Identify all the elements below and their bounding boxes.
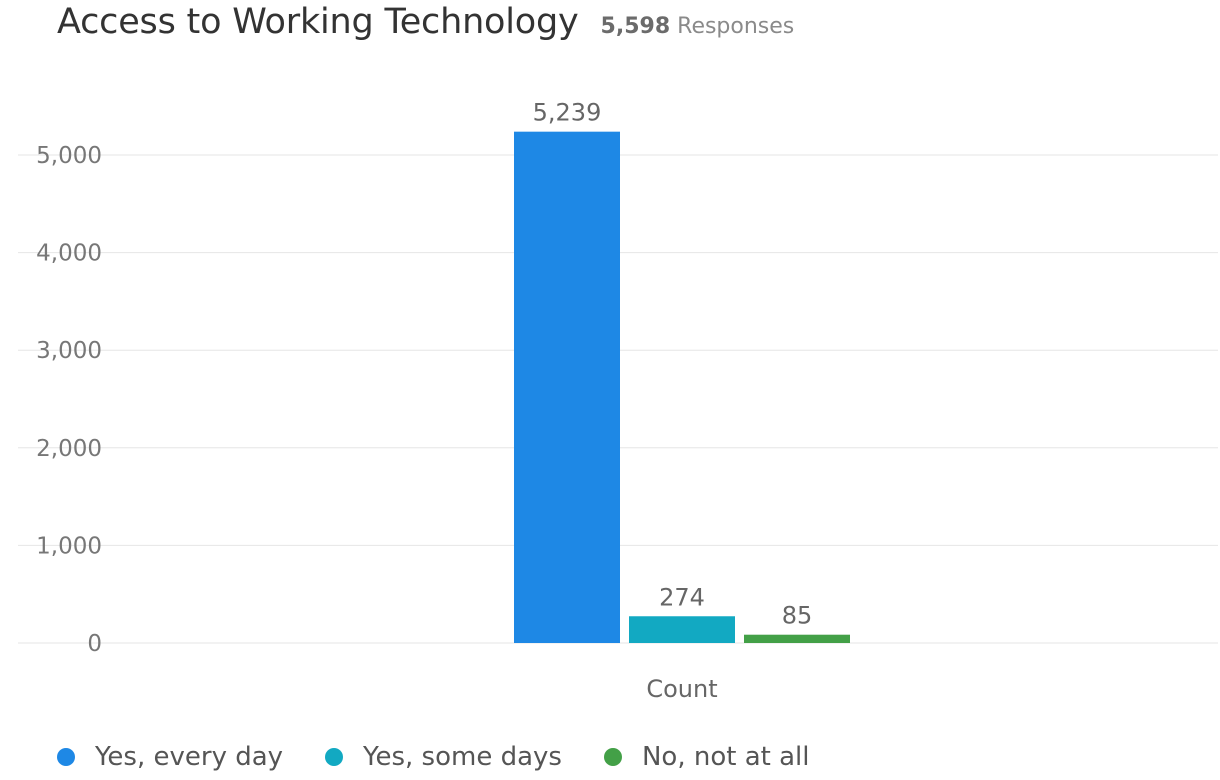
legend-item[interactable]: Yes, every day [57, 742, 283, 772]
y-tick-label: 5,000 [36, 143, 102, 169]
legend-item[interactable]: Yes, some days [325, 742, 562, 772]
legend-label: No, not at all [641, 742, 810, 772]
response-label: Responses [677, 14, 795, 39]
bar-value-label: 5,239 [533, 99, 602, 127]
legend-dot-icon [603, 748, 622, 766]
y-tick-label: 0 [87, 631, 102, 657]
y-tick-label: 4,000 [36, 241, 102, 267]
legend-dot-icon [57, 748, 75, 766]
chart-title: Access to Working Technology [57, 2, 579, 42]
legend-item[interactable]: No, not at all [603, 742, 810, 772]
x-category-label: Count [646, 675, 717, 703]
legend-dot-icon [325, 748, 344, 766]
y-tick-label: 1,000 [36, 533, 102, 559]
response-count: 5,598 [600, 14, 671, 39]
bar-value-label: 85 [782, 602, 813, 630]
bar-value-label: 274 [659, 583, 705, 611]
bar-3 [744, 634, 850, 643]
legend-label: Yes, some days [363, 742, 562, 772]
legend-label: Yes, every day [95, 742, 284, 772]
y-tick-label: 2,000 [36, 436, 102, 462]
response-summary: 5,598 Responses [601, 14, 795, 39]
y-tick-label: 3,000 [36, 338, 102, 364]
bar-2 [629, 616, 735, 643]
bar-1 [514, 131, 620, 644]
chart-header: Access to Working Technology 5,598 Respon… [57, 2, 794, 42]
chart-legend: Yes, every day Yes, some days No, not at a… [57, 742, 851, 772]
